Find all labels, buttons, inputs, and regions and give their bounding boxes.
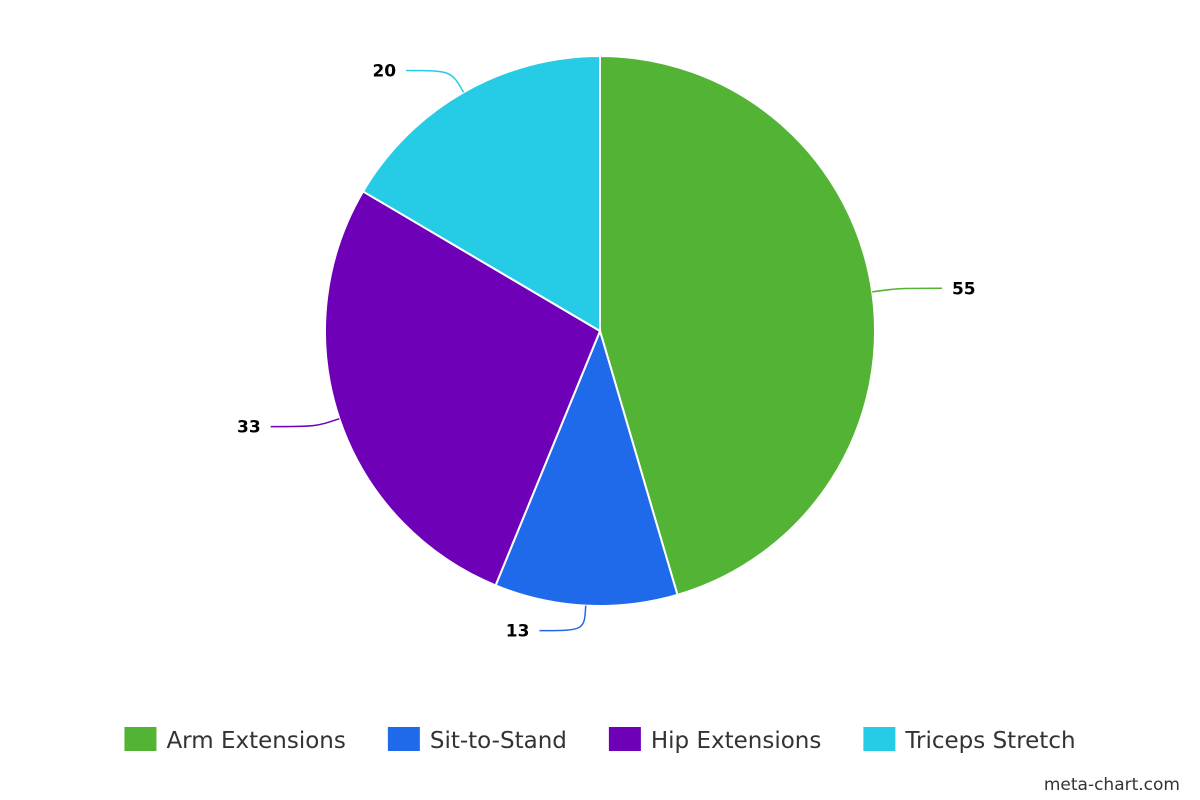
connector-sit-to-stand bbox=[539, 605, 587, 632]
legend-label-sit-to-stand: Sit-to-Stand bbox=[430, 728, 567, 754]
connector-triceps-stretch bbox=[406, 69, 465, 93]
credit-text: meta-chart.com bbox=[1044, 775, 1180, 795]
legend-item-hip-extensions[interactable]: Hip Extensions bbox=[608, 727, 822, 754]
legend-label-triceps-stretch: Triceps Stretch bbox=[904, 728, 1075, 754]
label-connectors bbox=[270, 69, 942, 632]
pie-slice-arm-extensions bbox=[599, 55, 876, 596]
pie-slice-hip-extensions bbox=[324, 190, 601, 587]
data-label-triceps-stretch: 20 bbox=[372, 62, 396, 82]
data-label-sit-to-stand: 13 bbox=[506, 622, 530, 642]
legend: Arm Extensions Sit-to-Stand Hip Extensions… bbox=[124, 727, 1076, 754]
data-labels: 55 13 33 20 bbox=[237, 62, 976, 642]
data-label-arm-extensions: 55 bbox=[952, 279, 976, 299]
legend-label-arm-extensions: Arm Extensions bbox=[166, 728, 345, 754]
legend-item-sit-to-stand[interactable]: Sit-to-Stand bbox=[387, 727, 567, 754]
legend-swatch-hip-extensions bbox=[608, 727, 641, 751]
legend-swatch-arm-extensions bbox=[124, 727, 157, 751]
connector-arm-extensions bbox=[872, 287, 942, 293]
legend-swatch-triceps-stretch bbox=[863, 727, 896, 751]
data-label-hip-extensions: 33 bbox=[237, 418, 261, 438]
legend-item-triceps-stretch[interactable]: Triceps Stretch bbox=[863, 727, 1076, 754]
legend-item-arm-extensions[interactable]: Arm Extensions bbox=[124, 727, 346, 754]
legend-swatch-sit-to-stand bbox=[387, 727, 420, 751]
legend-label-hip-extensions: Hip Extensions bbox=[651, 728, 822, 754]
pie-slice-triceps-stretch bbox=[362, 55, 601, 332]
pie-slices bbox=[324, 55, 876, 607]
connector-hip-extensions bbox=[270, 417, 340, 428]
